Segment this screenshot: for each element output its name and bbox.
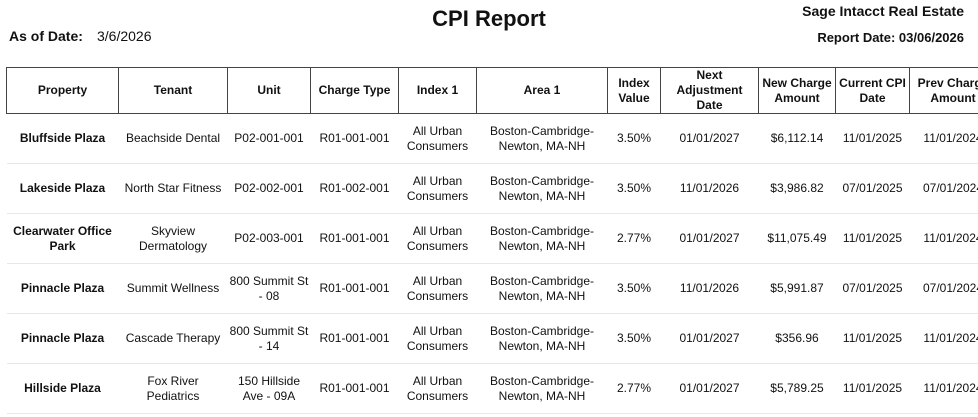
cell-new-charge-amount: $5,789.25	[758, 363, 836, 414]
cell-charge-type: R01-002-001	[310, 163, 399, 214]
cell-tenant: North Star Fitness	[118, 163, 228, 214]
cell-index-value: 2.77%	[607, 213, 661, 264]
cell-property: Pinnacle Plaza	[6, 263, 119, 314]
cell-next-adjustment-date: 01/01/2027	[660, 213, 759, 264]
cell-area-1: Boston-Cambridge-Newton, MA-NH	[476, 163, 608, 214]
column-header-next-adjustment-date: Next Adjustment Date	[660, 67, 759, 114]
cell-next-adjustment-date: 01/01/2027	[660, 363, 759, 414]
cell-charge-type: R01-001-001	[310, 263, 399, 314]
cell-prev-charge-amount: 11/01/2024	[909, 213, 978, 264]
cell-unit: P02-001-001	[227, 113, 311, 164]
as-of-date-label: As of Date:	[9, 28, 83, 44]
as-of-date: As of Date: 3/6/2026	[9, 28, 152, 44]
cell-current-cpi-date: 07/01/2025	[835, 163, 910, 214]
cell-area-1: Boston-Cambridge-Newton, MA-NH	[476, 113, 608, 164]
cell-current-cpi-date: 11/01/2025	[835, 313, 910, 364]
report-title: CPI Report	[432, 6, 546, 31]
cell-charge-type: R01-001-001	[310, 313, 399, 364]
cell-index-value: 3.50%	[607, 313, 661, 364]
cell-current-cpi-date: 11/01/2025	[835, 113, 910, 164]
column-header-area-1: Area 1	[476, 67, 608, 114]
cell-next-adjustment-date: 11/01/2026	[660, 163, 759, 214]
cell-index-1: All Urban Consumers	[398, 313, 477, 364]
cell-tenant: Skyview Dermatology	[118, 213, 228, 264]
cell-prev-charge-amount: 11/01/2024	[909, 313, 978, 364]
cell-index-1: All Urban Consumers	[398, 263, 477, 314]
cell-unit: 800 Summit St - 08	[227, 263, 311, 314]
column-header-index-value: Index Value	[607, 67, 661, 114]
cell-unit: 800 Summit St - 14	[227, 313, 311, 364]
table-body: Bluffside Plaza Beachside Dental P02-001-0…	[6, 113, 978, 414]
report-table-container: Property Tenant Unit Charge Type Index 1 Area…	[6, 67, 978, 414]
cell-next-adjustment-date: 11/01/2026	[660, 263, 759, 314]
column-header-new-charge-amount: New Charge Amount	[758, 67, 836, 114]
cell-prev-charge-amount: 07/01/2024	[909, 163, 978, 214]
table-row: Pinnacle Plaza Summit Wellness 800 Summit …	[6, 263, 978, 314]
cell-prev-charge-amount: 11/01/2024	[909, 363, 978, 414]
as-of-date-value: 3/6/2026	[97, 28, 152, 44]
cell-new-charge-amount: $356.96	[758, 313, 836, 364]
column-header-charge-type: Charge Type	[310, 67, 399, 114]
cell-property: Pinnacle Plaza	[6, 313, 119, 364]
cell-prev-charge-amount: 11/01/2024	[909, 113, 978, 164]
cell-new-charge-amount: $3,986.82	[758, 163, 836, 214]
cell-next-adjustment-date: 01/01/2027	[660, 113, 759, 164]
column-header-unit: Unit	[227, 67, 311, 114]
cell-prev-charge-amount: 07/01/2024	[909, 263, 978, 314]
cell-unit: 150 Hillside Ave - 09A	[227, 363, 311, 414]
cell-unit: P02-002-001	[227, 163, 311, 214]
cell-index-value: 3.50%	[607, 263, 661, 314]
cell-index-1: All Urban Consumers	[398, 163, 477, 214]
cpi-table: Property Tenant Unit Charge Type Index 1 Area…	[6, 67, 978, 414]
cell-tenant: Summit Wellness	[118, 263, 228, 314]
table-row: Clearwater Office Park Skyview Dermatolog…	[6, 213, 978, 264]
cell-new-charge-amount: $6,112.14	[758, 113, 836, 164]
cell-index-1: All Urban Consumers	[398, 363, 477, 414]
report-header: As of Date: 3/6/2026 CPI Report Sage Int…	[0, 0, 978, 66]
cell-property: Lakeside Plaza	[6, 163, 119, 214]
cell-charge-type: R01-001-001	[310, 213, 399, 264]
cell-area-1: Boston-Cambridge-Newton, MA-NH	[476, 313, 608, 364]
table-header-row: Property Tenant Unit Charge Type Index 1 Area…	[6, 67, 978, 114]
column-header-index-1: Index 1	[398, 67, 477, 114]
table-row: Lakeside Plaza North Star Fitness P02-002-…	[6, 163, 978, 214]
cell-index-value: 3.50%	[607, 113, 661, 164]
cell-index-value: 2.77%	[607, 363, 661, 414]
cell-property: Clearwater Office Park	[6, 213, 119, 264]
table-row: Hillside Plaza Fox River Pediatrics 150 Hi…	[6, 363, 978, 414]
cell-tenant: Beachside Dental	[118, 113, 228, 164]
column-header-current-cpi-date: Current CPI Date	[835, 67, 910, 114]
cell-area-1: Boston-Cambridge-Newton, MA-NH	[476, 363, 608, 414]
cell-next-adjustment-date: 01/01/2027	[660, 313, 759, 364]
column-header-property: Property	[6, 67, 119, 114]
cell-new-charge-amount: $11,075.49	[758, 213, 836, 264]
cell-index-value: 3.50%	[607, 163, 661, 214]
company-name: Sage Intacct Real Estate	[802, 3, 964, 19]
cell-index-1: All Urban Consumers	[398, 213, 477, 264]
table-row: Pinnacle Plaza Cascade Therapy 800 Summit …	[6, 313, 978, 364]
cell-charge-type: R01-001-001	[310, 113, 399, 164]
report-date: Report Date: 03/06/2026	[817, 30, 964, 45]
cell-current-cpi-date: 11/01/2025	[835, 213, 910, 264]
cell-property: Bluffside Plaza	[6, 113, 119, 164]
cell-current-cpi-date: 07/01/2025	[835, 263, 910, 314]
cell-property: Hillside Plaza	[6, 363, 119, 414]
cell-index-1: All Urban Consumers	[398, 113, 477, 164]
cell-new-charge-amount: $5,991.87	[758, 263, 836, 314]
column-header-prev-charge-amount: Prev Charge Amount	[909, 67, 978, 114]
cell-charge-type: R01-001-001	[310, 363, 399, 414]
cell-tenant: Cascade Therapy	[118, 313, 228, 364]
cell-tenant: Fox River Pediatrics	[118, 363, 228, 414]
cell-unit: P02-003-001	[227, 213, 311, 264]
cell-area-1: Boston-Cambridge-Newton, MA-NH	[476, 213, 608, 264]
cell-current-cpi-date: 11/01/2025	[835, 363, 910, 414]
table-row: Bluffside Plaza Beachside Dental P02-001-0…	[6, 113, 978, 164]
cell-area-1: Boston-Cambridge-Newton, MA-NH	[476, 263, 608, 314]
column-header-tenant: Tenant	[118, 67, 228, 114]
